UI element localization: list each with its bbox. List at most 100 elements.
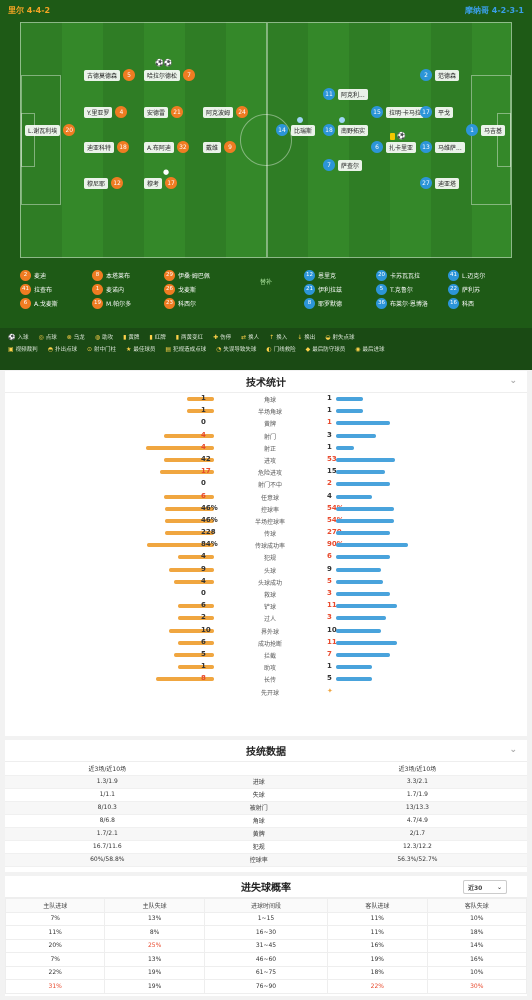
home-player[interactable]: 穆尼耶 12: [84, 177, 124, 189]
away-stat-value: 270: [327, 528, 342, 537]
home-player[interactable]: 哈拉尔德松 7: [144, 69, 196, 81]
chevron-down-icon[interactable]: ⌄: [509, 376, 517, 386]
bench-player[interactable]: 2 麦迪: [20, 268, 58, 282]
stat-label: 传球: [263, 531, 276, 539]
tech-stats-header[interactable]: 技术统计 ⌄: [5, 371, 527, 393]
home-player[interactable]: 戴维 9: [203, 141, 237, 153]
player-number: 2: [420, 69, 432, 81]
bench-player[interactable]: 26 戈麦斯: [164, 282, 210, 296]
stat-row: 5 拦截 7: [5, 649, 527, 661]
bench-player[interactable]: 22 萨利苏: [448, 282, 485, 296]
away-player[interactable]: 18 南野拓实: [323, 124, 369, 136]
home-player[interactable]: 古德莫德森 5: [84, 69, 136, 81]
player-name: 卡苏瓦瓦拉: [390, 272, 421, 280]
bench-player[interactable]: 12 恩里克: [304, 268, 342, 282]
stat-row: 2 过人 3: [5, 612, 527, 624]
player-name: 阿克波姆: [203, 106, 234, 118]
stat-rows: 1 角球 1 1 半场角球 1 0 黄牌 1 4 射门 3 4 射正 1 42 进攻 53 17 危险进攻 15 0 射门不…: [5, 393, 527, 698]
bench-player[interactable]: 20 卡苏瓦瓦拉: [376, 268, 428, 282]
bench-section: 2 麦迪 41 拉查布 6 A.戈麦斯 8 本塔莱布 1 麦诺内 19 M.帕尔多 29 伊桑…: [20, 268, 512, 322]
legend-label: 两黄变红: [181, 335, 204, 341]
player-number: 8: [304, 297, 315, 309]
bench-player[interactable]: 23 科西尔: [164, 296, 210, 310]
home-stat-value: 6: [201, 491, 206, 500]
bench-player[interactable]: 16 科西: [448, 296, 485, 310]
table-cell: 18%: [327, 965, 428, 980]
home-player[interactable]: L.谢瓦利埃 20: [25, 124, 76, 136]
stat-label: 危险进攻: [257, 470, 282, 478]
chevron-down-icon[interactable]: ⌄: [509, 745, 517, 755]
away-player[interactable]: 1 马吉基: [466, 124, 506, 136]
bench-player[interactable]: 29 伊桑·姆巴佩: [164, 268, 210, 282]
player-name: 伊利拉兹: [318, 286, 343, 294]
away-player[interactable]: 15 拉明·卡马拉: [371, 106, 424, 118]
home-stat-bar: [163, 457, 214, 462]
away-player[interactable]: 7 萨查尔: [323, 159, 363, 171]
bench-player[interactable]: 8 本塔莱布: [92, 268, 131, 282]
home-stat-value: 0: [201, 418, 206, 427]
home-player[interactable]: 穆考 17: [144, 177, 178, 189]
legend-icon: ◐: [266, 345, 272, 353]
away-player[interactable]: 13 马维萨...: [420, 141, 465, 153]
bench-player[interactable]: 6 A.戈麦斯: [20, 296, 58, 310]
away-stat-bar: [336, 482, 390, 487]
stat-row: 1 助攻 1: [5, 661, 527, 673]
table-row: 16.7/11.6 犯规 12.3/12.2: [5, 840, 527, 854]
bench-player[interactable]: 36 布莱尔·恩博洛: [376, 296, 428, 310]
away-player[interactable]: 17 平戈: [420, 106, 454, 118]
bench-player[interactable]: 5 T.克鲁尔: [376, 282, 428, 296]
tech-data-table: 近3场/近10场 近3场/近10场 1.3/1.9 进球 3.3/2.1 1/1.1 失…: [5, 762, 527, 867]
stat-row: 8 长传 5: [5, 673, 527, 685]
away-stat-bar: [336, 494, 372, 499]
away-stat-value: 1: [327, 406, 332, 415]
stat-row: 42 进攻 53: [5, 454, 527, 466]
home-player[interactable]: 阿克波姆 24: [203, 106, 249, 118]
away-stat-bar: [336, 543, 408, 548]
select-value: 近30: [468, 884, 483, 892]
away-stat-bar: [336, 640, 398, 645]
table-row: 8/6.8 角球 4.7/4.9: [5, 814, 527, 828]
player-number: 21: [171, 106, 184, 118]
home-player[interactable]: Y.里亚罗 4: [84, 106, 128, 118]
player-name: 麦迪: [34, 272, 47, 280]
player-name: 萨查尔: [338, 159, 363, 171]
away-player[interactable]: 14 比瑞斯: [276, 124, 316, 136]
goal-prob-header: 进失球概率 近30 ⌄: [5, 876, 527, 898]
table-row: 11% 8% 16~30 11% 18%: [4, 925, 528, 940]
bench-player[interactable]: 1 麦诺内: [92, 282, 131, 296]
legend-item: ◓ 扑出点球: [48, 345, 77, 354]
legend-item: ◍ 助攻: [95, 333, 113, 342]
bench-player[interactable]: 41 L.迈克尔: [448, 268, 485, 282]
bench-player[interactable]: 8 耶罗默德: [304, 296, 342, 310]
range-select[interactable]: 近30 ⌄: [463, 880, 507, 894]
player-name: 科西: [462, 300, 475, 308]
away-player[interactable]: 2 范德森: [420, 69, 460, 81]
table-row: 20% 25% 31~45 16% 14%: [4, 938, 528, 953]
player-number: 20: [376, 269, 387, 281]
bench-player[interactable]: 19 M.帕尔多: [92, 296, 131, 310]
legend-item: ▮ 红牌: [149, 333, 165, 342]
home-player[interactable]: 安德雷 21: [144, 106, 184, 118]
away-player[interactable]: 11 阿克利...: [323, 88, 368, 100]
home-player[interactable]: 迪亚科特 18: [84, 141, 130, 153]
legend-icon: ↑: [269, 333, 275, 341]
legend-label: 换人: [248, 335, 260, 341]
cell-label: 进球: [209, 775, 308, 789]
table-row: 31% 19% 76~90 22% 30%: [4, 979, 528, 994]
home-player[interactable]: A.布阿迪 32: [144, 141, 189, 153]
away-player[interactable]: 6 扎卡里亚: [371, 141, 417, 153]
tech-data-header[interactable]: 技统数据 ⌄: [5, 740, 527, 762]
away-player[interactable]: 27 迪亚塔: [420, 177, 460, 189]
legend-label: 犯规造成点球: [173, 347, 207, 353]
player-name: 马维萨...: [435, 141, 465, 153]
stat-row: 1 半场角球 1: [5, 405, 527, 417]
legend-label: 点球: [45, 335, 57, 341]
bench-player[interactable]: 21 伊利拉兹: [304, 282, 342, 296]
home-stat-bar: [147, 543, 214, 548]
player-number: 17: [165, 177, 178, 189]
away-stat-value: 3: [327, 589, 332, 597]
player-name: Y.里亚罗: [84, 106, 113, 118]
goal-prob-panel: 进失球概率 近30 ⌄ 主队进球 主队失球 进球时间段 客队进球 客队失球 7% 13% 1~…: [4, 876, 528, 996]
legend-item: ▮ 黄牌: [123, 333, 139, 342]
bench-player[interactable]: 41 拉查布: [20, 282, 58, 296]
